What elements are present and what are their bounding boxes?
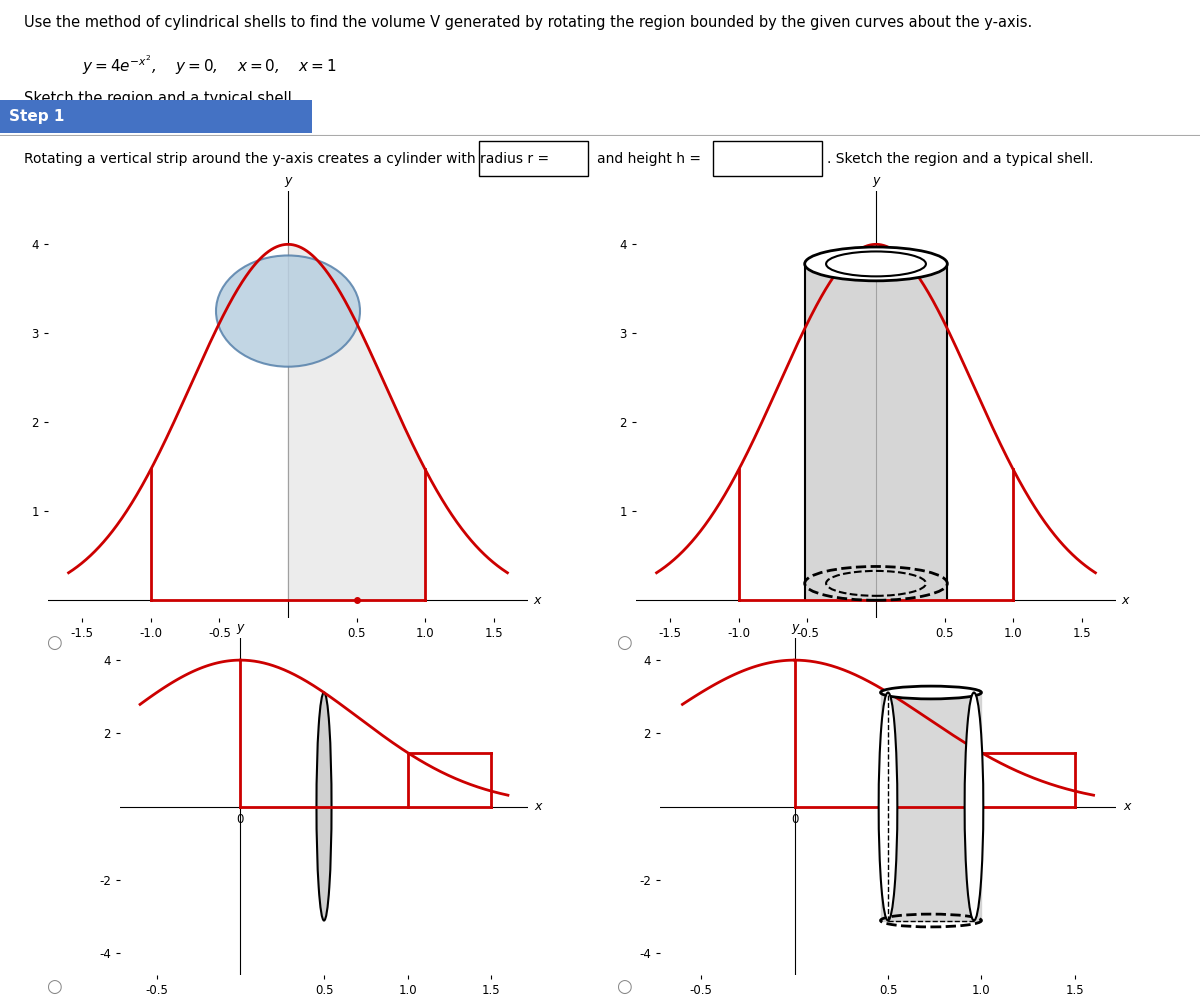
Text: y: y: [872, 174, 880, 187]
Bar: [479, 141, 588, 177]
Text: x: x: [535, 800, 542, 813]
Text: Rotating a vertical strip around the y-axis creates a cylinder with radius r =: Rotating a vertical strip around the y-a…: [24, 152, 550, 166]
Ellipse shape: [881, 686, 982, 698]
Text: x: x: [1122, 594, 1129, 607]
Text: y: y: [791, 621, 798, 634]
Ellipse shape: [826, 251, 926, 276]
Ellipse shape: [805, 247, 947, 280]
Text: and height h =: and height h =: [596, 152, 701, 166]
Text: 0: 0: [236, 813, 244, 826]
Ellipse shape: [878, 692, 898, 921]
Ellipse shape: [216, 255, 360, 367]
Ellipse shape: [317, 692, 331, 921]
Text: Use the method of cylindrical shells to find the volume V generated by rotating : Use the method of cylindrical shells to …: [24, 14, 1032, 29]
Text: x: x: [534, 594, 541, 607]
Text: ○: ○: [46, 978, 62, 996]
Text: 0: 0: [791, 813, 798, 826]
Text: y: y: [284, 174, 292, 187]
Bar: [713, 141, 822, 177]
Text: Step 1: Step 1: [10, 110, 65, 124]
Text: ○: ○: [46, 634, 62, 652]
Text: ○: ○: [616, 978, 632, 996]
Text: x: x: [1123, 800, 1130, 813]
Text: $y = 4e^{-x^2}$,    $y = 0$,    $x = 0$,    $x = 1$: $y = 4e^{-x^2}$, $y = 0$, $x = 0$, $x = …: [82, 53, 336, 77]
Ellipse shape: [965, 692, 983, 921]
Text: ○: ○: [616, 634, 632, 652]
Text: Sketch the region and a typical shell.: Sketch the region and a typical shell.: [24, 91, 296, 107]
Text: . Sketch the region and a typical shell.: . Sketch the region and a typical shell.: [827, 152, 1093, 166]
Text: y: y: [236, 621, 244, 634]
